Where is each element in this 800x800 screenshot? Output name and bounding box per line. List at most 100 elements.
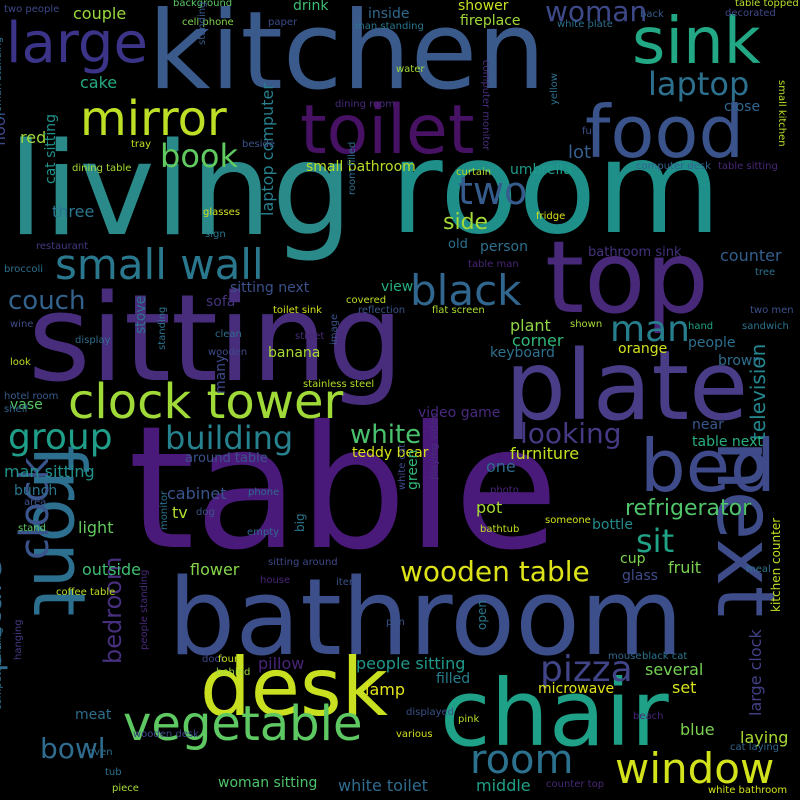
word: fruit xyxy=(668,558,702,577)
word: big xyxy=(293,513,307,532)
word: bed xyxy=(640,424,776,508)
word: glass xyxy=(622,568,658,584)
word: shown xyxy=(570,319,603,330)
word: wooden xyxy=(208,347,248,358)
word: displayed xyxy=(406,707,455,718)
word: meal xyxy=(746,564,771,575)
word: pillow xyxy=(258,654,305,673)
word: bathtub xyxy=(480,524,520,535)
word: filled xyxy=(436,671,471,687)
word: tree xyxy=(755,267,776,278)
word: behind xyxy=(216,667,251,678)
word: fridge xyxy=(536,211,566,222)
word: phone xyxy=(248,487,280,498)
word: playing video xyxy=(429,412,440,480)
word: full xyxy=(582,126,598,137)
word: sign xyxy=(205,229,226,240)
word: bowl xyxy=(40,732,106,765)
word: door xyxy=(202,654,225,665)
word: vase xyxy=(10,397,43,413)
word: mouse xyxy=(608,651,642,662)
word: keyboard xyxy=(490,345,555,361)
word: inside xyxy=(368,6,410,22)
word: microwave xyxy=(538,681,615,697)
word: one xyxy=(486,457,516,476)
word: empty xyxy=(247,527,280,538)
word: three xyxy=(52,202,95,221)
word: near xyxy=(692,417,724,433)
word: glasses xyxy=(203,207,241,218)
word: tray xyxy=(131,139,152,150)
word: living xyxy=(8,116,353,265)
word: restaurant xyxy=(36,241,89,252)
word: tv xyxy=(172,503,188,522)
word: dining table xyxy=(72,163,132,174)
word: fireplace xyxy=(460,13,521,29)
word: kitchen counter xyxy=(769,517,783,612)
word: people standing xyxy=(139,569,150,650)
word: hanging xyxy=(13,619,24,660)
word: broccoli xyxy=(4,264,44,275)
word: orange xyxy=(618,341,668,357)
word: wine xyxy=(10,319,34,330)
word: man sitting xyxy=(4,462,95,481)
word: computer desk xyxy=(636,161,711,172)
word: green xyxy=(405,449,421,490)
word: cat sitting xyxy=(43,113,59,184)
word: bathroom sink xyxy=(588,245,682,260)
word: paper xyxy=(268,17,298,28)
word: looking xyxy=(520,417,622,450)
word: lot xyxy=(568,142,592,163)
word: light xyxy=(78,518,114,537)
word: clock tower xyxy=(68,374,344,430)
word: sink xyxy=(632,5,761,79)
word: large clock xyxy=(746,629,765,716)
word: set xyxy=(672,678,697,697)
word: cabinet xyxy=(167,484,227,503)
word: blue xyxy=(680,720,715,739)
word: flower xyxy=(190,560,240,579)
word: people sitting xyxy=(356,654,466,673)
word: hotel room xyxy=(4,391,59,402)
word: piece xyxy=(112,783,139,794)
word: brown xyxy=(718,353,762,369)
word: hand xyxy=(688,321,714,332)
word: standing next xyxy=(197,0,208,45)
word: teddy bear xyxy=(352,445,429,461)
word: black xyxy=(410,266,522,315)
word: bathroom xyxy=(168,556,684,679)
word: item xyxy=(336,577,359,588)
word: desk xyxy=(200,641,389,734)
word: shelf xyxy=(4,404,28,415)
word: refrigerator xyxy=(625,496,752,521)
word: four xyxy=(218,654,239,665)
word: corner xyxy=(512,331,564,350)
word: pan xyxy=(386,617,405,628)
word: decorated xyxy=(725,8,776,19)
word: couch xyxy=(8,286,86,316)
word: pizza xyxy=(540,649,633,690)
word: water xyxy=(396,64,425,75)
word: room xyxy=(390,114,722,263)
word: shower xyxy=(458,0,509,14)
word: stove xyxy=(133,295,149,334)
word: sofa xyxy=(206,294,236,310)
word: top xyxy=(545,219,709,336)
word: many xyxy=(213,354,229,394)
word: two men xyxy=(750,305,794,316)
word: old xyxy=(448,237,468,252)
word: cake xyxy=(80,73,118,92)
word: small kitchen xyxy=(776,80,787,147)
word: umbrella xyxy=(510,162,572,178)
word: standing xyxy=(157,306,168,350)
word: two xyxy=(458,169,528,213)
word: room xyxy=(470,737,574,783)
word: kitchen xyxy=(148,0,546,114)
word: cell phone xyxy=(182,17,234,28)
word: chair xyxy=(440,660,669,767)
word: dog xyxy=(196,507,215,518)
word: tub xyxy=(105,767,122,778)
word: photo xyxy=(490,485,519,496)
word: man standing xyxy=(355,21,424,32)
